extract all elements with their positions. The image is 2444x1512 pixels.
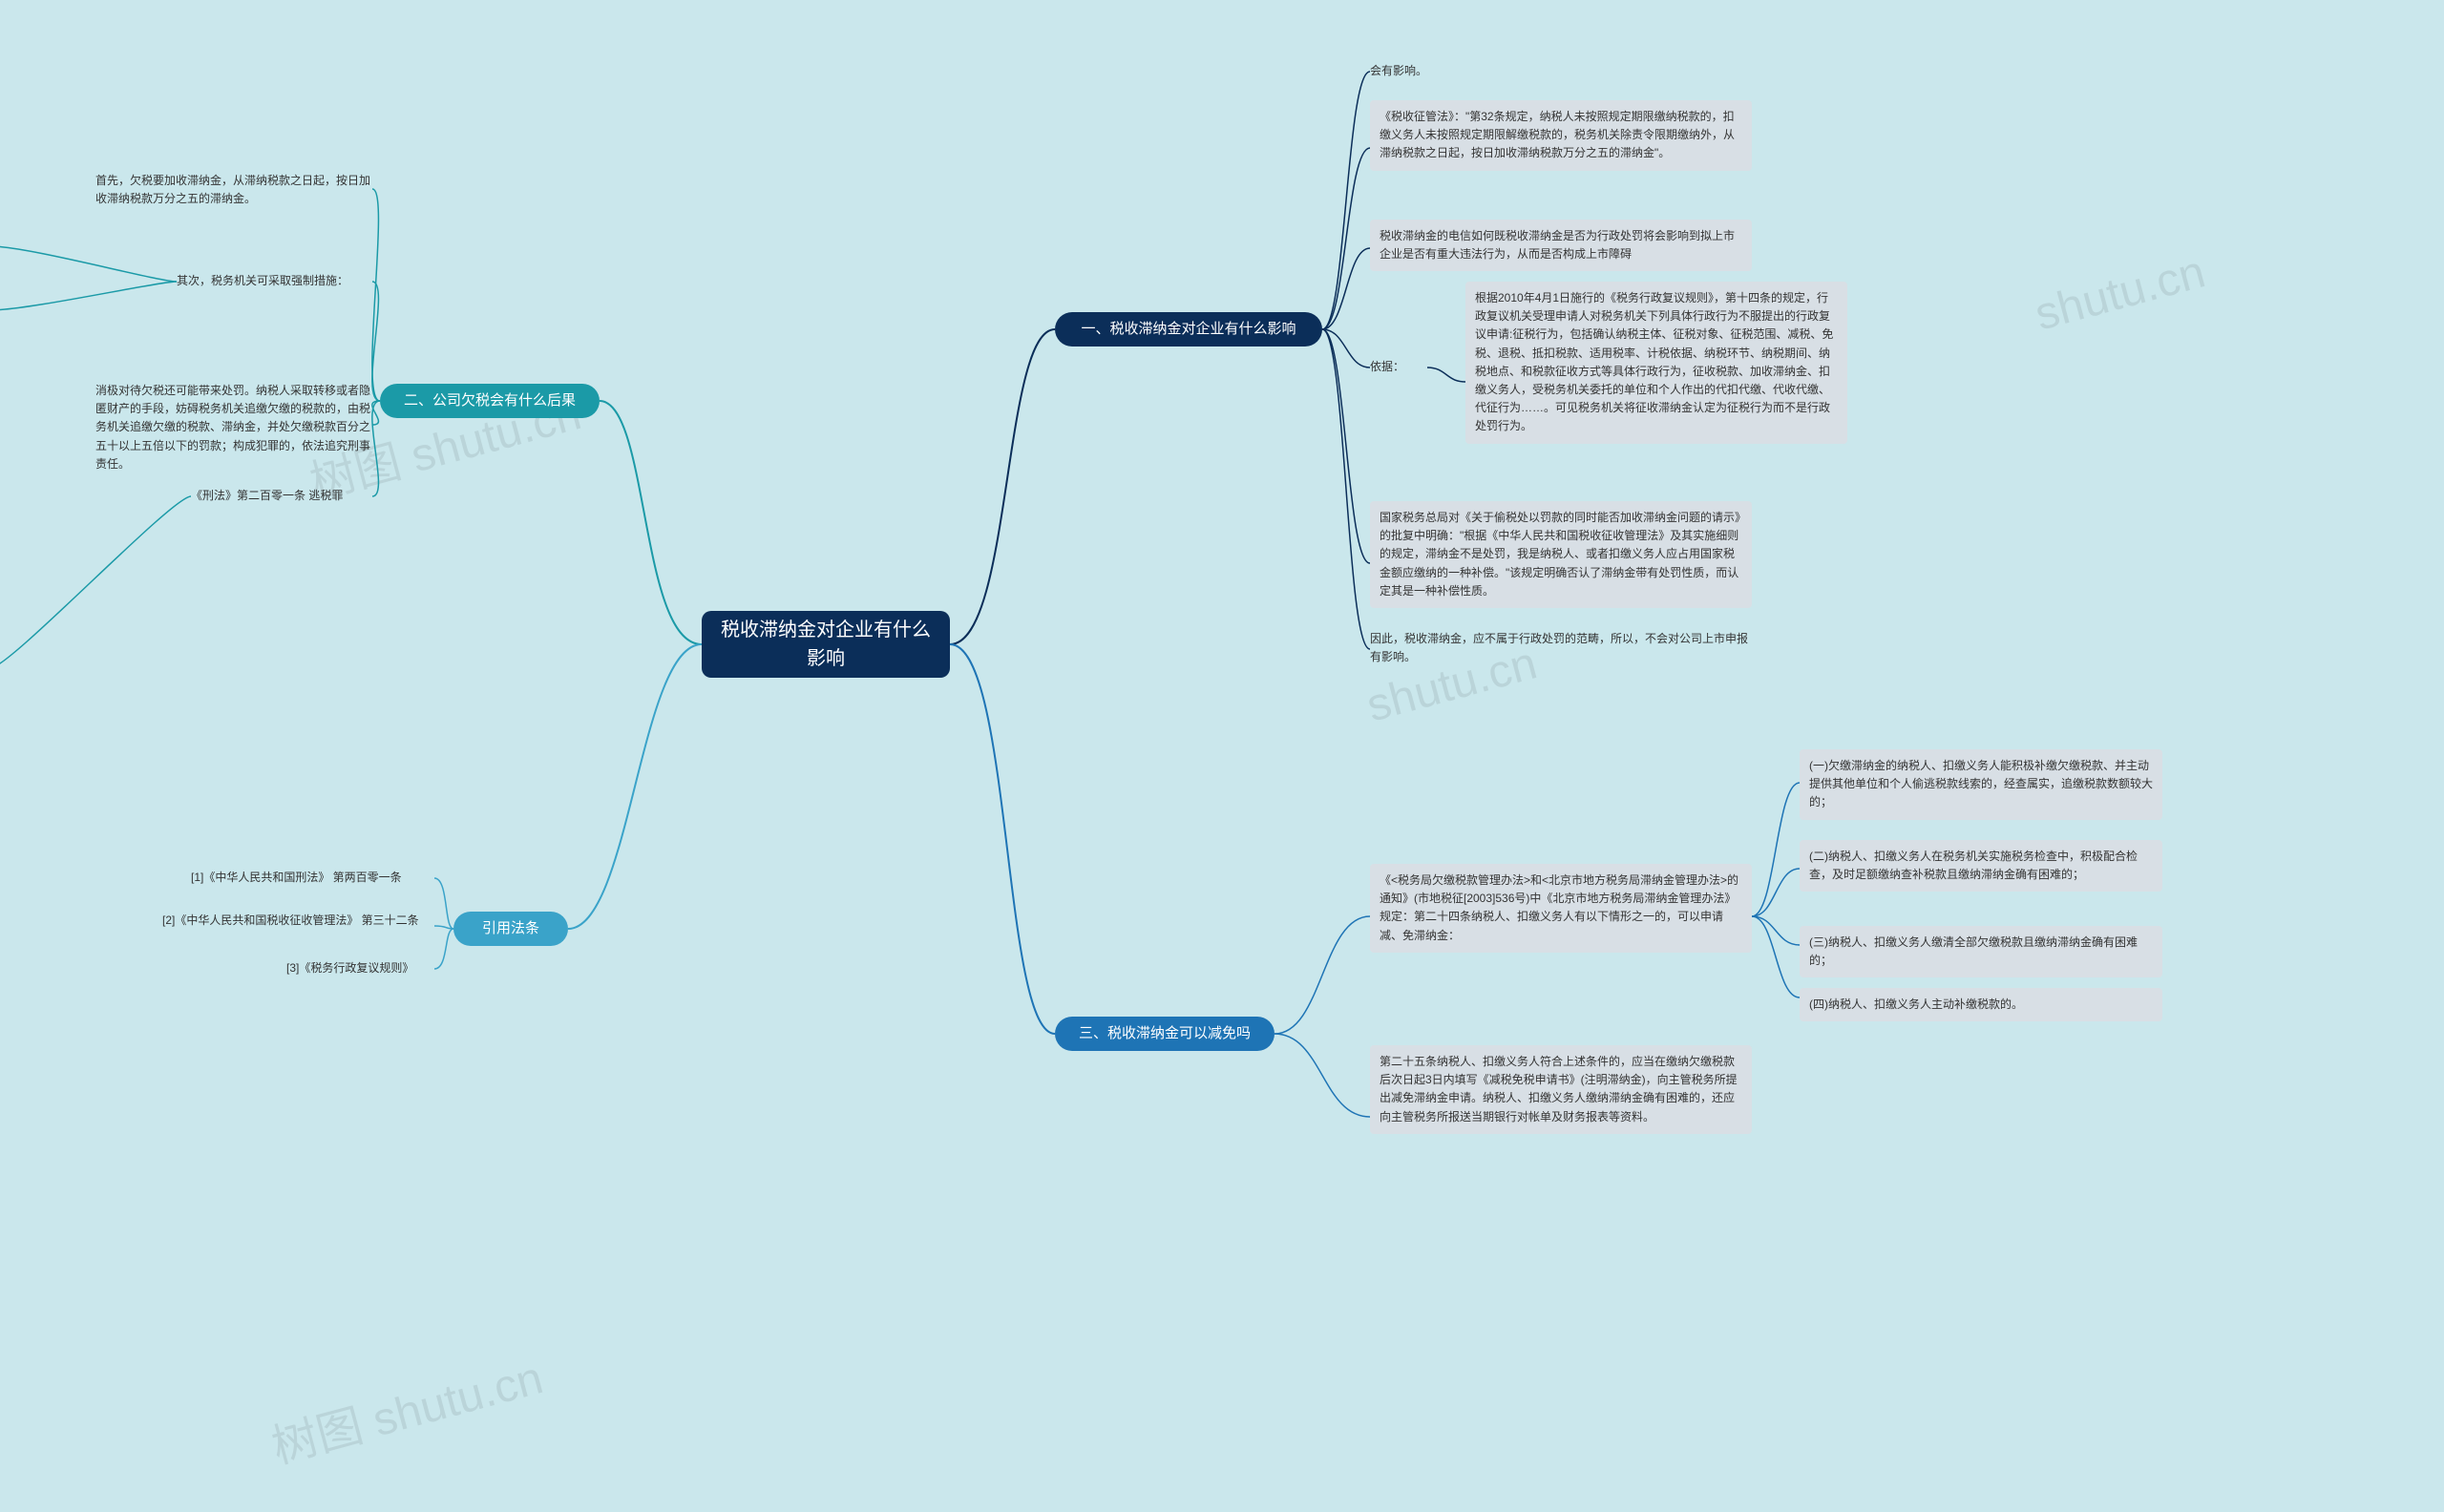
leaf-text: 《<税务局欠缴税款管理办法>和<北京市地方税务局滞纳金管理办法>的通知》(市地税… [1370, 864, 1752, 953]
leaf-text: 《税收征管法》："第32条规定，纳税人未按照规定期限缴纳税款的，扣缴义务人未按照… [1370, 100, 1752, 171]
leaf-text: 因此，税收滞纳金，应不属于行政处罚的范畴，所以，不会对公司上市申报有影响。 [1370, 630, 1752, 666]
leaf-text: [1]《中华人民共和国刑法》 第两百零一条 [191, 869, 434, 887]
leaf-text: 第二十五条纳税人、扣缴义务人符合上述条件的，应当在缴纳欠缴税款后次日起3日内填写… [1370, 1045, 1752, 1134]
leaf-text: 《刑法》第二百零一条 逃税罪 [191, 487, 372, 505]
leaf-text: 首先，欠税要加收滞纳金，从滞纳税款之日起，按日加收滞纳税款万分之五的滞纳金。 [95, 172, 372, 208]
leaf-text: (四)纳税人、扣缴义务人主动补缴税款的。 [1800, 988, 2162, 1021]
leaf-text: [2]《中华人民共和国税收征收管理法》 第三十二条 [162, 912, 434, 930]
branch-4[interactable]: 引用法条 [453, 912, 568, 946]
leaf-text: 国家税务总局对《关于偷税处以罚款的同时能否加收滞纳金问题的请示》的批复中明确："… [1370, 501, 1752, 608]
leaf-text: 依据： [1370, 358, 1427, 376]
leaf-text: 其次，税务机关可采取强制措施： [177, 272, 372, 290]
leaf-text: 税收滞纳金的电信如何既税收滞纳金是否为行政处罚将会影响到拟上市企业是否有重大违法… [1370, 220, 1752, 271]
leaf-text: (二)纳税人、扣缴义务人在税务机关实施税务检查中，积极配合检查，及时足额缴纳查补… [1800, 840, 2162, 892]
watermark: 树图 shutu.cn [263, 1340, 549, 1477]
branch-2[interactable]: 二、公司欠税会有什么后果 [380, 384, 600, 418]
branch-1[interactable]: 一、税收滞纳金对企业有什么影响 [1055, 312, 1322, 346]
leaf-text: 会有影响。 [1370, 62, 1752, 80]
leaf-text: 根据2010年4月1日施行的《税务行政复议规则》，第十四条的规定，行政复议机关受… [1465, 282, 1847, 444]
branch-3[interactable]: 三、税收滞纳金可以减免吗 [1055, 1017, 1275, 1051]
leaf-text: 消极对待欠税还可能带来处罚。纳税人采取转移或者隐匿财产的手段，妨碍税务机关追缴欠… [95, 382, 372, 473]
watermark: shutu.cn [2030, 245, 2211, 341]
root-node[interactable]: 税收滞纳金对企业有什么影响 [702, 611, 950, 678]
leaf-text: (三)纳税人、扣缴义务人缴清全部欠缴税款且缴纳滞纳金确有困难的； [1800, 926, 2162, 977]
leaf-text: (一)欠缴滞纳金的纳税人、扣缴义务人能积极补缴欠缴税款、并主动提供其他单位和个人… [1800, 749, 2162, 820]
leaf-text: [3]《税务行政复议规则》 [286, 959, 434, 977]
